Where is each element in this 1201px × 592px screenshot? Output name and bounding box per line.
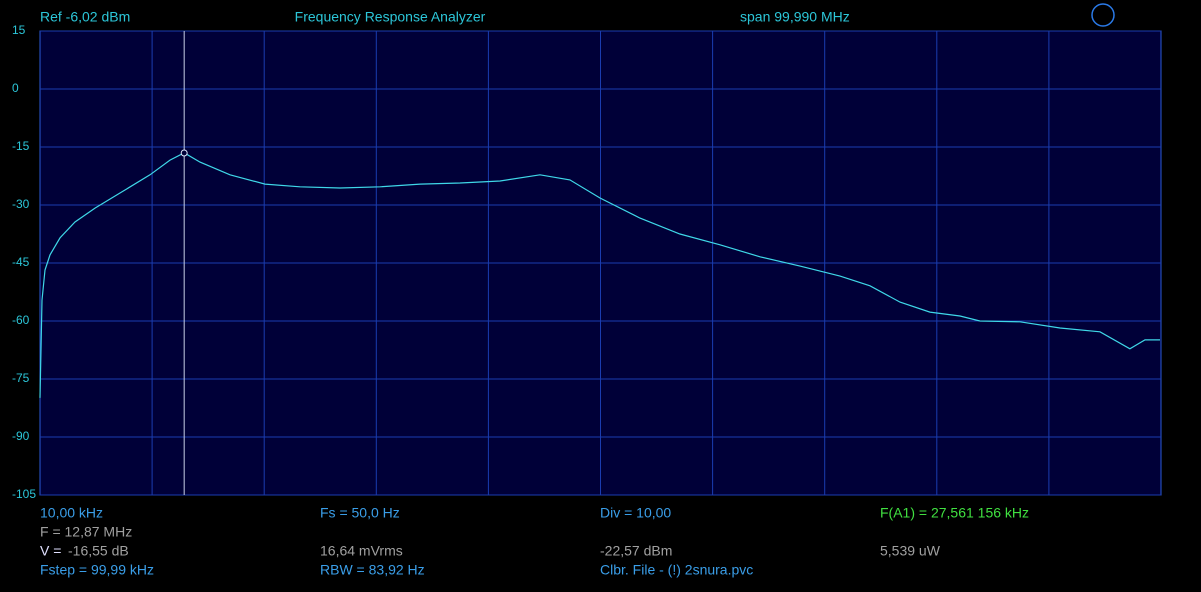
y-tick-label: -105 <box>12 487 36 501</box>
y-tick-label: -60 <box>12 313 30 327</box>
readout-v-value: -16,55 dB <box>68 543 129 559</box>
y-tick-label: 15 <box>12 23 26 37</box>
readout-power: 5,539 uW <box>880 543 941 559</box>
readout-fs: Fs = 50,0 Hz <box>320 505 400 521</box>
y-tick-label: -30 <box>12 197 30 211</box>
ref-level: Ref -6,02 dBm <box>40 9 130 25</box>
readout-rbw: RBW = 83,92 Hz <box>320 562 425 578</box>
trace <box>39 152 1160 398</box>
y-tick-label: -90 <box>12 429 30 443</box>
readout-fa1: F(A1) = 27,561 156 kHz <box>880 505 1029 521</box>
cursor-marker <box>180 149 188 157</box>
chart-title: Frequency Response Analyzer <box>295 9 486 25</box>
y-tick-label: -75 <box>12 371 30 385</box>
y-tick-label: 0 <box>12 81 19 95</box>
status-indicator[interactable] <box>1091 3 1115 27</box>
readout-f: F = 12,87 MHz <box>40 524 132 540</box>
span: span 99,990 MHz <box>740 9 850 25</box>
x-start-label: 10,00 kHz <box>40 505 103 521</box>
readout-fstep: Fstep = 99,99 kHz <box>40 562 154 578</box>
readout-dbm: -22,57 dBm <box>600 543 672 559</box>
readout-clbr: Clbr. File - (!) 2snura.pvc <box>600 562 753 578</box>
y-tick-label: -15 <box>12 139 30 153</box>
readout-v-label: V = <box>40 543 61 559</box>
readout-vrms: 16,64 mVrms <box>320 543 403 559</box>
y-tick-label: -45 <box>12 255 30 269</box>
readout-div: Div = 10,00 <box>600 505 671 521</box>
